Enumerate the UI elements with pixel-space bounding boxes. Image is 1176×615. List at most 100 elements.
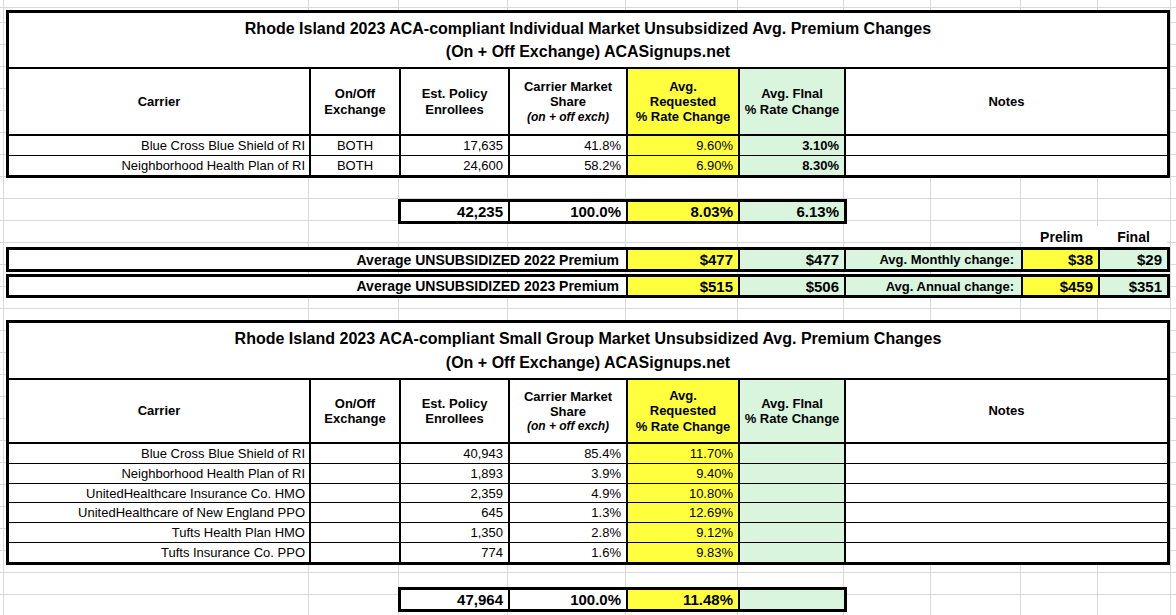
requested-rate-cell[interactable]: 6.90% bbox=[628, 156, 740, 175]
final-rate-cell[interactable] bbox=[740, 444, 846, 463]
final-rate-cell[interactable] bbox=[740, 503, 846, 522]
market-share-cell[interactable]: 58.2% bbox=[510, 156, 628, 175]
exchange-cell[interactable] bbox=[311, 523, 401, 542]
final-rate-cell[interactable] bbox=[740, 543, 846, 562]
total-final-rate-cell[interactable] bbox=[740, 590, 844, 609]
carrier-header-cell[interactable]: Carrier bbox=[9, 380, 311, 442]
exchange-header-cell[interactable]: On/Off Exchange bbox=[311, 69, 401, 134]
carrier-cell[interactable]: Tufts Insurance Co. PPO bbox=[9, 543, 311, 562]
requested-rate-cell[interactable]: 9.40% bbox=[628, 464, 740, 483]
exchange-cell[interactable]: BOTH bbox=[311, 156, 401, 175]
notes-cell[interactable] bbox=[846, 444, 1167, 463]
market-share-cell[interactable]: 3.9% bbox=[510, 464, 628, 483]
carrier-cell[interactable]: Tufts Health Plan HMO bbox=[9, 523, 311, 542]
market-share-header-cell[interactable]: Carrier Market Share (on + off exch) bbox=[510, 69, 628, 134]
enrollees-header-cell[interactable]: Est. Policy Enrollees bbox=[401, 69, 510, 134]
title-line2: (On + Off Exchange) ACASignups.net bbox=[446, 40, 730, 63]
carrier-header-cell[interactable]: Carrier bbox=[9, 69, 311, 134]
requested-rate-cell[interactable]: 10.80% bbox=[628, 484, 740, 503]
change-label-cell[interactable]: Avg. Monthly change: bbox=[846, 250, 1023, 269]
enrollees-cell[interactable]: 40,943 bbox=[401, 444, 510, 463]
small-group-table-title-cell[interactable]: Rhode Island 2023 ACA-compliant Small Gr… bbox=[9, 323, 1167, 380]
requested-rate-cell[interactable]: 12.69% bbox=[628, 503, 740, 522]
title-line1: Rhode Island 2023 ACA-compliant Individu… bbox=[245, 17, 931, 40]
market-share-cell[interactable]: 1.6% bbox=[510, 543, 628, 562]
exchange-cell[interactable] bbox=[311, 503, 401, 522]
exchange-cell[interactable] bbox=[311, 464, 401, 483]
exchange-cell[interactable] bbox=[311, 444, 401, 463]
final-rate-cell[interactable] bbox=[740, 523, 846, 542]
carrier-cell[interactable]: Blue Cross Blue Shield of RI bbox=[9, 444, 311, 463]
market-share-cell[interactable]: 85.4% bbox=[510, 444, 628, 463]
market-share-cell[interactable]: 1.3% bbox=[510, 503, 628, 522]
notes-cell[interactable] bbox=[846, 503, 1167, 522]
title-line2: (On + Off Exchange) ACASignups.net bbox=[446, 351, 730, 374]
total-share-cell[interactable]: 100.0% bbox=[510, 202, 628, 221]
exchange-cell[interactable] bbox=[311, 484, 401, 503]
market-share-cell[interactable]: 2.8% bbox=[510, 523, 628, 542]
enrollees-cell[interactable]: 24,600 bbox=[401, 156, 510, 175]
enrollees-cell[interactable]: 17,635 bbox=[401, 136, 510, 155]
carrier-cell[interactable]: UnitedHealthcare of New England PPO bbox=[9, 503, 311, 522]
final-value-cell[interactable]: $29 bbox=[1100, 250, 1167, 269]
requested-rate-cell[interactable]: 9.60% bbox=[628, 136, 740, 155]
total-requested-rate-cell[interactable]: 11.48% bbox=[628, 590, 740, 609]
total-final-rate-cell[interactable]: 6.13% bbox=[740, 202, 844, 221]
final-rate-cell[interactable]: 8.30% bbox=[740, 156, 846, 175]
notes-cell[interactable] bbox=[846, 484, 1167, 503]
market-share-cell[interactable]: 41.8% bbox=[510, 136, 628, 155]
notes-cell[interactable] bbox=[846, 464, 1167, 483]
carrier-cell[interactable]: Blue Cross Blue Shield of RI bbox=[9, 136, 311, 155]
total-enrollees-cell[interactable]: 42,235 bbox=[401, 202, 510, 221]
prelim-column-header[interactable]: Prelim bbox=[1023, 226, 1100, 247]
summary-label-cell[interactable]: Average UNSUBSIDIZED 2022 Premium bbox=[9, 250, 628, 269]
enrollees-cell[interactable]: 774 bbox=[401, 543, 510, 562]
premium-requested-cell[interactable]: $477 bbox=[628, 250, 740, 269]
premium-final-cell[interactable]: $477 bbox=[740, 250, 846, 269]
total-share-cell[interactable]: 100.0% bbox=[510, 590, 628, 609]
enrollees-cell[interactable]: 1,350 bbox=[401, 523, 510, 542]
final-rate-header-cell[interactable]: Avg. FInal % Rate Change bbox=[740, 380, 846, 442]
requested-rate-cell[interactable]: 9.83% bbox=[628, 543, 740, 562]
total-enrollees-cell[interactable]: 47,964 bbox=[401, 590, 510, 609]
enrollees-cell[interactable]: 2,359 bbox=[401, 484, 510, 503]
exchange-cell[interactable]: BOTH bbox=[311, 136, 401, 155]
premium-requested-cell[interactable]: $515 bbox=[628, 277, 740, 295]
final-value-cell[interactable]: $351 bbox=[1100, 277, 1167, 295]
notes-header-cell[interactable]: Notes bbox=[846, 380, 1167, 442]
exchange-header-cell[interactable]: On/Off Exchange bbox=[311, 380, 401, 442]
prelim-value-cell[interactable]: $38 bbox=[1023, 250, 1100, 269]
carrier-cell[interactable]: UnitedHealthcare Insurance Co. HMO bbox=[9, 484, 311, 503]
notes-cell[interactable] bbox=[846, 136, 1167, 155]
final-rate-cell[interactable] bbox=[740, 484, 846, 503]
table-row: Neighborhood Health Plan of RI 1,893 3.9… bbox=[9, 464, 1167, 484]
enrollees-cell[interactable]: 645 bbox=[401, 503, 510, 522]
carrier-cell[interactable]: Neighborhood Health Plan of RI bbox=[9, 464, 311, 483]
market-share-header-subnote: (on + off exch) bbox=[527, 110, 609, 124]
market-share-cell[interactable]: 4.9% bbox=[510, 484, 628, 503]
notes-cell[interactable] bbox=[846, 543, 1167, 562]
individual-table-title-cell[interactable]: Rhode Island 2023 ACA-compliant Individu… bbox=[9, 13, 1167, 69]
total-requested-rate-cell[interactable]: 8.03% bbox=[628, 202, 740, 221]
enrollees-cell[interactable]: 1,893 bbox=[401, 464, 510, 483]
prelim-value-cell[interactable]: $459 bbox=[1023, 277, 1100, 295]
final-rate-cell[interactable]: 3.10% bbox=[740, 136, 846, 155]
requested-rate-cell[interactable]: 11.70% bbox=[628, 444, 740, 463]
carrier-cell[interactable]: Neighborhood Health Plan of RI bbox=[9, 156, 311, 175]
change-label-cell[interactable]: Avg. Annual change: bbox=[846, 277, 1023, 295]
final-rate-header-cell[interactable]: Avg. FInal % Rate Change bbox=[740, 69, 846, 134]
exchange-cell[interactable] bbox=[311, 543, 401, 562]
summary-label-cell[interactable]: Average UNSUBSIDIZED 2023 Premium bbox=[9, 277, 628, 295]
requested-rate-header-cell[interactable]: Avg. Requested % Rate Change bbox=[628, 380, 740, 442]
market-share-header-cell[interactable]: Carrier Market Share (on + off exch) bbox=[510, 380, 628, 442]
notes-cell[interactable] bbox=[846, 523, 1167, 542]
requested-rate-header-cell[interactable]: Avg. Requested % Rate Change bbox=[628, 69, 740, 134]
enrollees-header-cell[interactable]: Est. Policy Enrollees bbox=[401, 380, 510, 442]
gridline bbox=[0, 572, 1176, 573]
notes-header-cell[interactable]: Notes bbox=[846, 69, 1167, 134]
final-column-header[interactable]: Final bbox=[1100, 226, 1167, 247]
premium-final-cell[interactable]: $506 bbox=[740, 277, 846, 295]
notes-cell[interactable] bbox=[846, 156, 1167, 175]
final-rate-cell[interactable] bbox=[740, 464, 846, 483]
requested-rate-cell[interactable]: 9.12% bbox=[628, 523, 740, 542]
